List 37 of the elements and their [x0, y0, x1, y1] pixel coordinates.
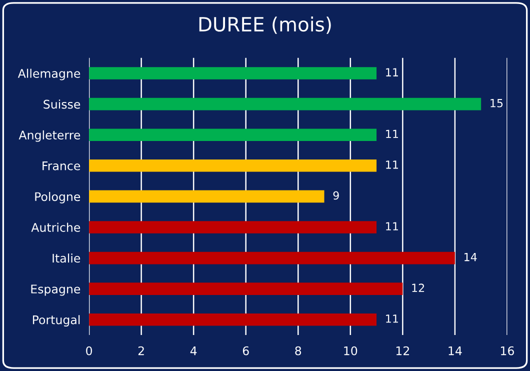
y-tick-label: France	[42, 162, 80, 170]
data-label: 9	[333, 191, 339, 200]
y-tick-label: Italie	[52, 254, 80, 263]
chart-title: DUREE (mois)	[199, 16, 331, 34]
x-tick-label: 0	[86, 346, 92, 356]
y-tick-label: Angleterre	[18, 130, 80, 142]
x-tick-label: 12	[396, 346, 409, 356]
data-label: 11	[386, 314, 398, 323]
bar	[89, 313, 377, 326]
data-label: 14	[464, 252, 477, 262]
y-tick-label: Espagne	[31, 284, 80, 296]
x-tick-label: 16	[500, 346, 514, 356]
data-label: 12	[412, 284, 424, 292]
data-label: 15	[490, 99, 503, 108]
y-tick-label: Pologne	[35, 192, 80, 204]
y-tick-label: Portugal	[32, 315, 80, 327]
bar	[89, 190, 324, 203]
bar	[89, 67, 377, 80]
bar	[89, 98, 482, 110]
data-label: 11	[386, 68, 398, 76]
bar	[89, 252, 455, 264]
data-label: 11	[386, 222, 398, 230]
bar	[89, 128, 377, 142]
y-tick-label: Suisse	[44, 100, 80, 109]
data-label: 11	[386, 160, 398, 169]
x-tick-label: 6	[242, 346, 249, 356]
bar	[89, 221, 377, 234]
x-tick-label: 2	[138, 346, 144, 356]
x-tick-label: 8	[295, 346, 302, 356]
y-tick-label: Autriche	[31, 222, 80, 232]
y-tick-label: Allemagne	[18, 68, 80, 80]
bar	[89, 282, 403, 295]
x-tick-label: 14	[448, 346, 462, 356]
x-tick-label: 4	[190, 346, 197, 356]
bar	[89, 159, 377, 172]
data-label: 11	[386, 130, 398, 138]
x-tick-label: 10	[344, 346, 358, 356]
